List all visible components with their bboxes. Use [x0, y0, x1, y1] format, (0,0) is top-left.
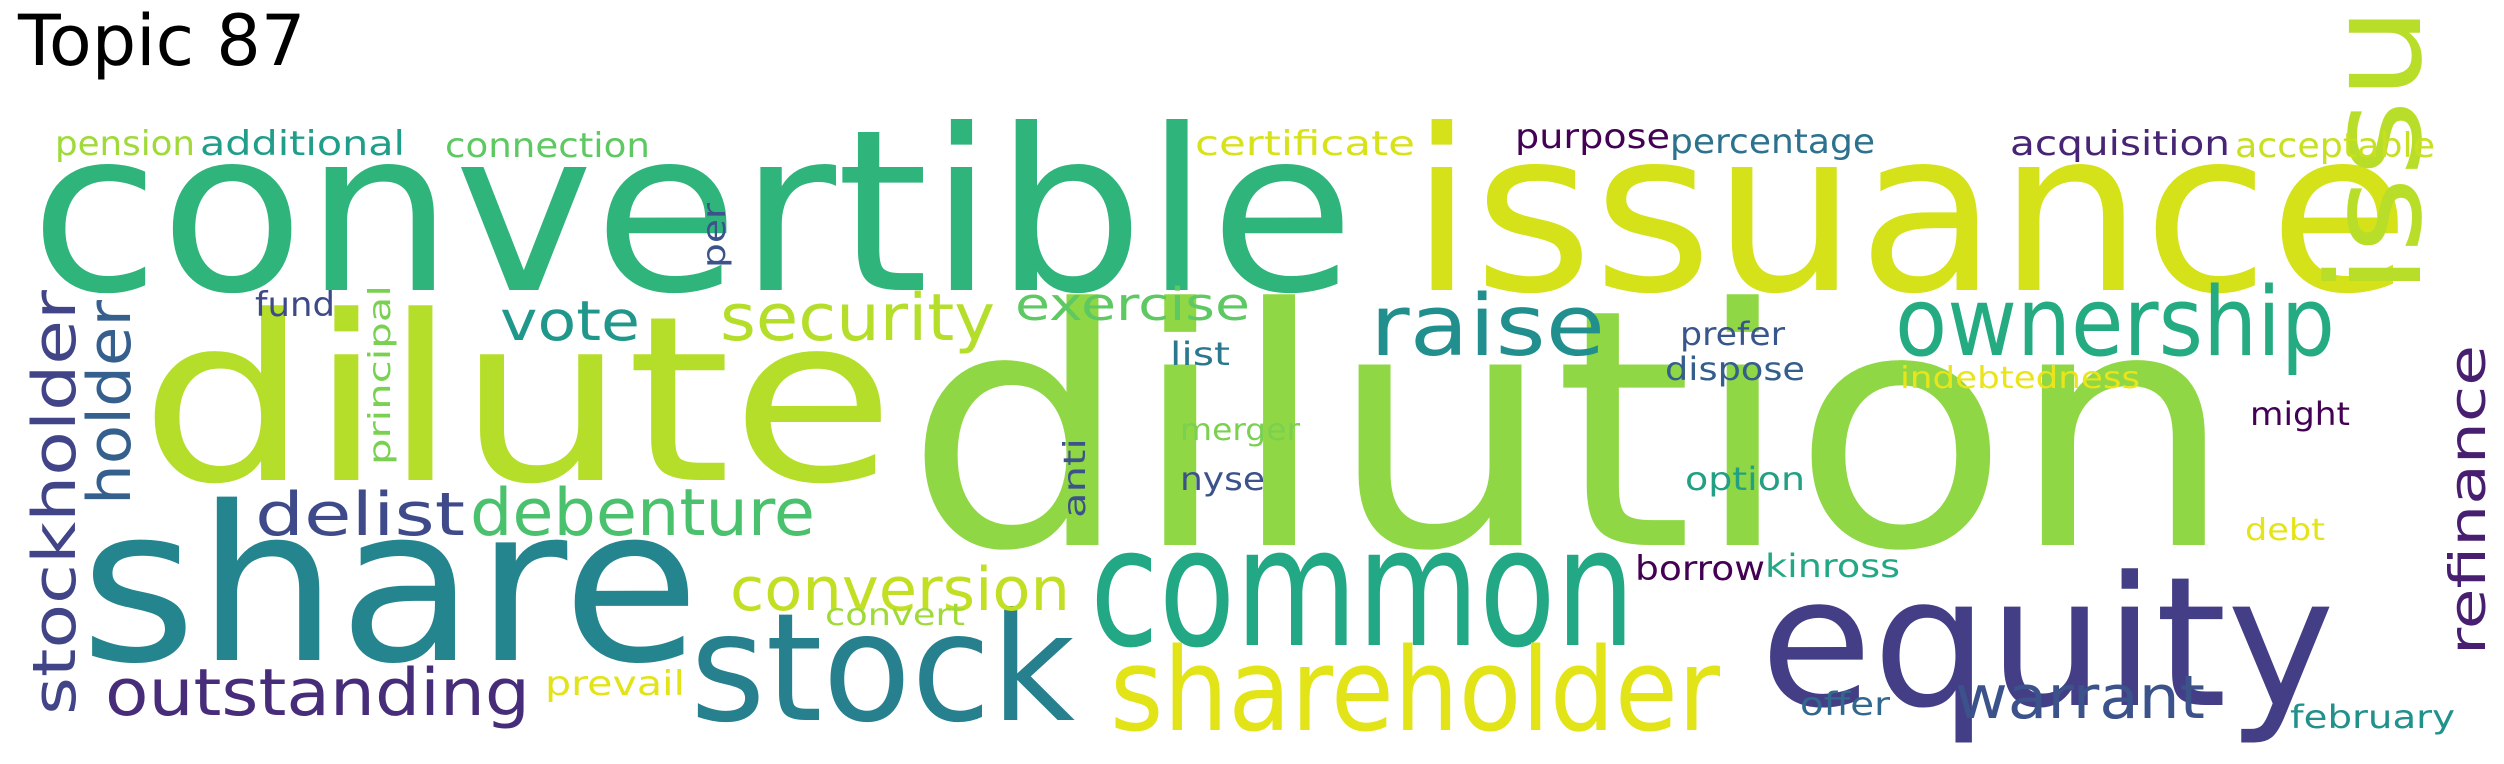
- word-delist: delist: [255, 480, 465, 550]
- word-purpose: purpose: [1515, 117, 1670, 157]
- word-dilute: dilute: [140, 268, 895, 535]
- word-outstanding: outstanding: [105, 656, 530, 731]
- word-anti: anti: [1058, 438, 1093, 518]
- word-prefer: prefer: [1680, 315, 1786, 353]
- word-holder: holder: [75, 300, 145, 505]
- word-dispose: dispose: [1665, 350, 1805, 388]
- word-equity: equity: [1760, 539, 2335, 748]
- word-debenture: debenture: [470, 476, 815, 551]
- word-borrow: borrow: [1635, 549, 1765, 589]
- word-option: option: [1685, 460, 1805, 498]
- word-kinross: kinross: [1765, 547, 1900, 585]
- word-issue: issue: [2299, 0, 2451, 295]
- word-conversion: conversion: [730, 555, 1070, 625]
- word-convert: convert: [825, 598, 965, 633]
- word-certificate: certificate: [1195, 124, 1415, 164]
- word-acceptable: acceptable: [2235, 126, 2435, 166]
- word-stock: stock: [690, 582, 1075, 756]
- word-warrant: warrant: [1955, 663, 2205, 733]
- word-indebtedness: indebtedness: [1900, 361, 2140, 396]
- word-stockholder: stockholder: [20, 290, 90, 715]
- word-shareholder: shareholder: [1110, 624, 1721, 758]
- word-exercise: exercise: [1015, 278, 1250, 331]
- word-principal: principal: [363, 285, 398, 465]
- word-dilution: dilution: [905, 239, 2235, 623]
- word-refinance: refinance: [2439, 345, 2497, 655]
- word-pension: pension: [55, 124, 195, 164]
- word-debt: debt: [2245, 513, 2325, 548]
- word-issuance: issuance: [1410, 82, 2410, 344]
- word-list: list: [1170, 335, 1230, 373]
- word-share: share: [80, 460, 700, 711]
- word-connection: connection: [445, 126, 650, 166]
- word-security: security: [720, 281, 995, 356]
- word-per: per: [695, 202, 733, 268]
- word-offer: offer: [1800, 685, 1891, 723]
- word-raise: raise: [1370, 277, 1605, 376]
- word-convertible: convertible: [30, 82, 1355, 344]
- word-additional: additional: [200, 124, 405, 164]
- word-acquisition: acquisition: [2010, 124, 2230, 164]
- word-percentage: percentage: [1670, 122, 1875, 162]
- word-ownership: ownership: [1895, 268, 2335, 378]
- word-merger: merger: [1180, 413, 1301, 448]
- word-fund: fund: [255, 285, 335, 325]
- word-vote: vote: [500, 289, 640, 353]
- page-title: Topic 87: [18, 0, 306, 82]
- word-common: common: [1090, 492, 1635, 684]
- word-prevail: prevail: [545, 664, 685, 704]
- word-nyse: nyse: [1180, 460, 1265, 498]
- word-february: february: [2290, 698, 2455, 736]
- word-might: might: [2250, 395, 2350, 433]
